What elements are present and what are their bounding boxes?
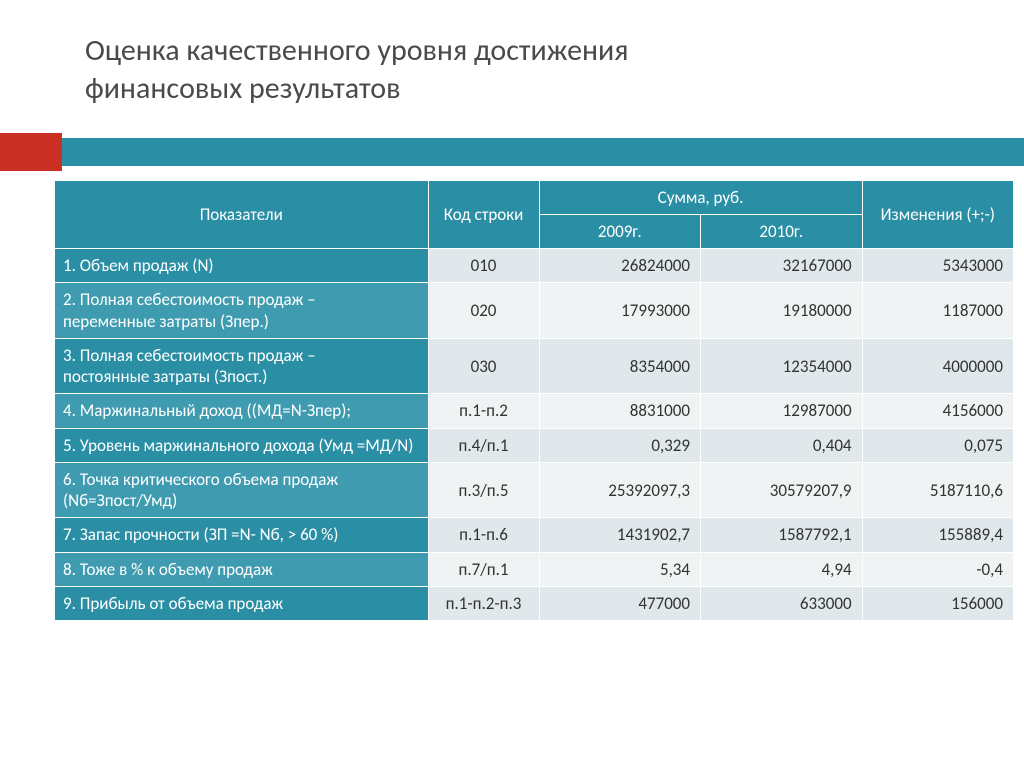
title-line-2: финансовых результатов: [85, 70, 400, 107]
row-label: 5. Уровень маржинального дохода (Умд =МД…: [55, 428, 429, 462]
row-chg: 1187000: [862, 283, 1013, 339]
table-row: 4. Маржинальный доход ((МД=N-Зпер);п.1-п…: [55, 394, 1014, 428]
row-label: 8. Тоже в % к объему продаж: [55, 552, 429, 586]
header-year1: 2009г.: [539, 215, 701, 249]
row-code: п.1-п.2: [428, 394, 539, 428]
header-year2: 2010г.: [701, 215, 863, 249]
row-chg: 4156000: [862, 394, 1013, 428]
row-label: 9. Прибыль от объема продаж: [55, 586, 429, 620]
row-y2: 19180000: [701, 283, 863, 339]
row-chg: -0,4: [862, 552, 1013, 586]
row-y1: 477000: [539, 586, 701, 620]
row-y2: 12987000: [701, 394, 863, 428]
title-line-1: Оценка качественного уровня достижения: [85, 32, 629, 69]
table-row: 8. Тоже в % к объему продажп.7/п.15,344,…: [55, 552, 1014, 586]
header-indicators: Показатели: [55, 181, 429, 249]
row-y2: 30579207,9: [701, 462, 863, 518]
red-accent-block: [0, 133, 62, 171]
financial-table: Показатели Код строки Сумма, руб. Измене…: [54, 180, 1014, 621]
financial-table-wrap: Показатели Код строки Сумма, руб. Измене…: [54, 180, 1014, 621]
row-label: 7. Запас прочности (ЗП =N- Nб, > 60 %): [55, 518, 429, 552]
row-label: 6. Точка критического объема продаж (Nб=…: [55, 462, 429, 518]
table-body: 1. Объем продаж (N)010268240003216700053…: [55, 249, 1014, 621]
row-chg: 5343000: [862, 249, 1013, 283]
row-code: п.1-п.6: [428, 518, 539, 552]
row-code: п.3/п.5: [428, 462, 539, 518]
row-y2: 0,404: [701, 428, 863, 462]
row-y1: 5,34: [539, 552, 701, 586]
row-y1: 1431902,7: [539, 518, 701, 552]
row-code: п.1-п.2-п.3: [428, 586, 539, 620]
accent-bar: [0, 138, 1024, 166]
table-row: 2. Полная себестоимость продаж – перемен…: [55, 283, 1014, 339]
row-code: 010: [428, 249, 539, 283]
row-y1: 0,329: [539, 428, 701, 462]
header-sum-group: Сумма, руб.: [539, 181, 862, 215]
row-chg: 0,075: [862, 428, 1013, 462]
row-y1: 8354000: [539, 338, 701, 394]
row-code: п.7/п.1: [428, 552, 539, 586]
row-chg: 156000: [862, 586, 1013, 620]
row-label: 2. Полная себестоимость продаж – перемен…: [55, 283, 429, 339]
row-chg: 5187110,6: [862, 462, 1013, 518]
row-y1: 26824000: [539, 249, 701, 283]
row-code: 030: [428, 338, 539, 394]
header-changes: Изменения (+;-): [862, 181, 1013, 249]
row-y2: 4,94: [701, 552, 863, 586]
row-label: 1. Объем продаж (N): [55, 249, 429, 283]
row-code: п.4/п.1: [428, 428, 539, 462]
table-row: 6. Точка критического объема продаж (Nб=…: [55, 462, 1014, 518]
table-row: 1. Объем продаж (N)010268240003216700053…: [55, 249, 1014, 283]
row-y2: 633000: [701, 586, 863, 620]
slide-title: Оценка качественного уровня достижения ф…: [0, 0, 1024, 123]
table-header: Показатели Код строки Сумма, руб. Измене…: [55, 181, 1014, 249]
slide: Оценка качественного уровня достижения ф…: [0, 0, 1024, 768]
table-row: 7. Запас прочности (ЗП =N- Nб, > 60 %)п.…: [55, 518, 1014, 552]
row-chg: 4000000: [862, 338, 1013, 394]
row-y2: 12354000: [701, 338, 863, 394]
row-y2: 32167000: [701, 249, 863, 283]
row-y1: 17993000: [539, 283, 701, 339]
header-code: Код строки: [428, 181, 539, 249]
row-chg: 155889,4: [862, 518, 1013, 552]
row-label: 3. Полная себестоимость продаж – постоян…: [55, 338, 429, 394]
table-row: 5. Уровень маржинального дохода (Умд =МД…: [55, 428, 1014, 462]
table-row: 3. Полная себестоимость продаж – постоян…: [55, 338, 1014, 394]
row-code: 020: [428, 283, 539, 339]
row-y1: 25392097,3: [539, 462, 701, 518]
table-row: 9. Прибыль от объема продажп.1-п.2-п.347…: [55, 586, 1014, 620]
row-y2: 1587792,1: [701, 518, 863, 552]
row-y1: 8831000: [539, 394, 701, 428]
row-label: 4. Маржинальный доход ((МД=N-Зпер);: [55, 394, 429, 428]
